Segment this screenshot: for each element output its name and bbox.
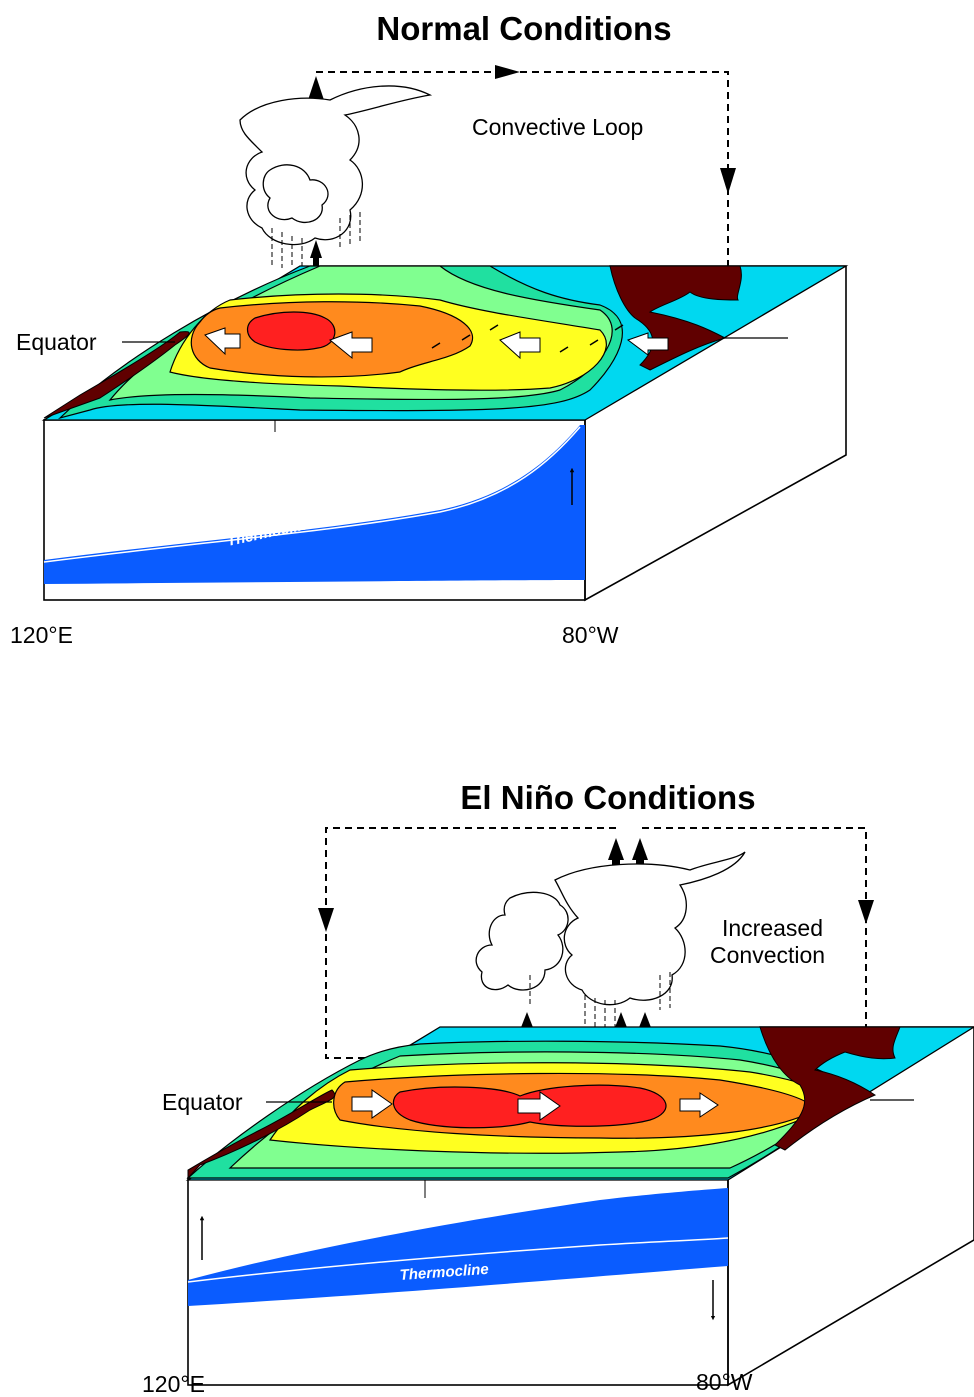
elnino-conditions-panel: El Niño Conditions Increased Convection (142, 779, 974, 1397)
elnino-land-west (187, 1089, 336, 1180)
normal-land-east (609, 265, 742, 371)
elnino-lon-east: 80°W (696, 1369, 753, 1395)
loop-arrow-down-east-icon (858, 900, 874, 924)
normal-conditions-panel: Normal Conditions Convective Loop (10, 10, 849, 648)
convective-loop-label: Convective Loop (472, 114, 643, 140)
elnino-thermocline-label: Thermocline (399, 1261, 489, 1284)
elnino-cloud-icon (475, 851, 746, 1032)
loop-arrow-down-icon (720, 168, 736, 194)
normal-deep-water (44, 425, 585, 584)
loop-arrow-up-icon (308, 76, 324, 100)
loop-arrow-east-icon (495, 65, 520, 79)
normal-cloud-icon (239, 85, 433, 268)
elnino-sea-surface (185, 1026, 974, 1181)
normal-lon-east: 80°W (562, 622, 619, 648)
normal-sea-surface (41, 265, 849, 421)
elnino-title: El Niño Conditions (460, 779, 755, 816)
normal-land-west (43, 331, 190, 419)
elnino-lon-west: 120°E (142, 1371, 205, 1397)
elnino-equator-label: Equator (162, 1089, 243, 1115)
loop-arrow-up-icon-2 (632, 838, 648, 860)
loop-arrow-up-icon-1 (608, 838, 624, 860)
loop-arrow-down-west-icon (318, 908, 334, 932)
convection-label-line-1: Increased (722, 915, 823, 941)
convection-label-line-2: Convection (710, 942, 825, 968)
surface-arrow-up-icon (310, 240, 322, 258)
normal-lon-west: 120°E (10, 622, 73, 648)
elnino-land-east (759, 1026, 901, 1151)
normal-title: Normal Conditions (376, 10, 671, 47)
normal-equator-label: Equator (16, 329, 97, 355)
elnino-deep-water (188, 1188, 728, 1306)
